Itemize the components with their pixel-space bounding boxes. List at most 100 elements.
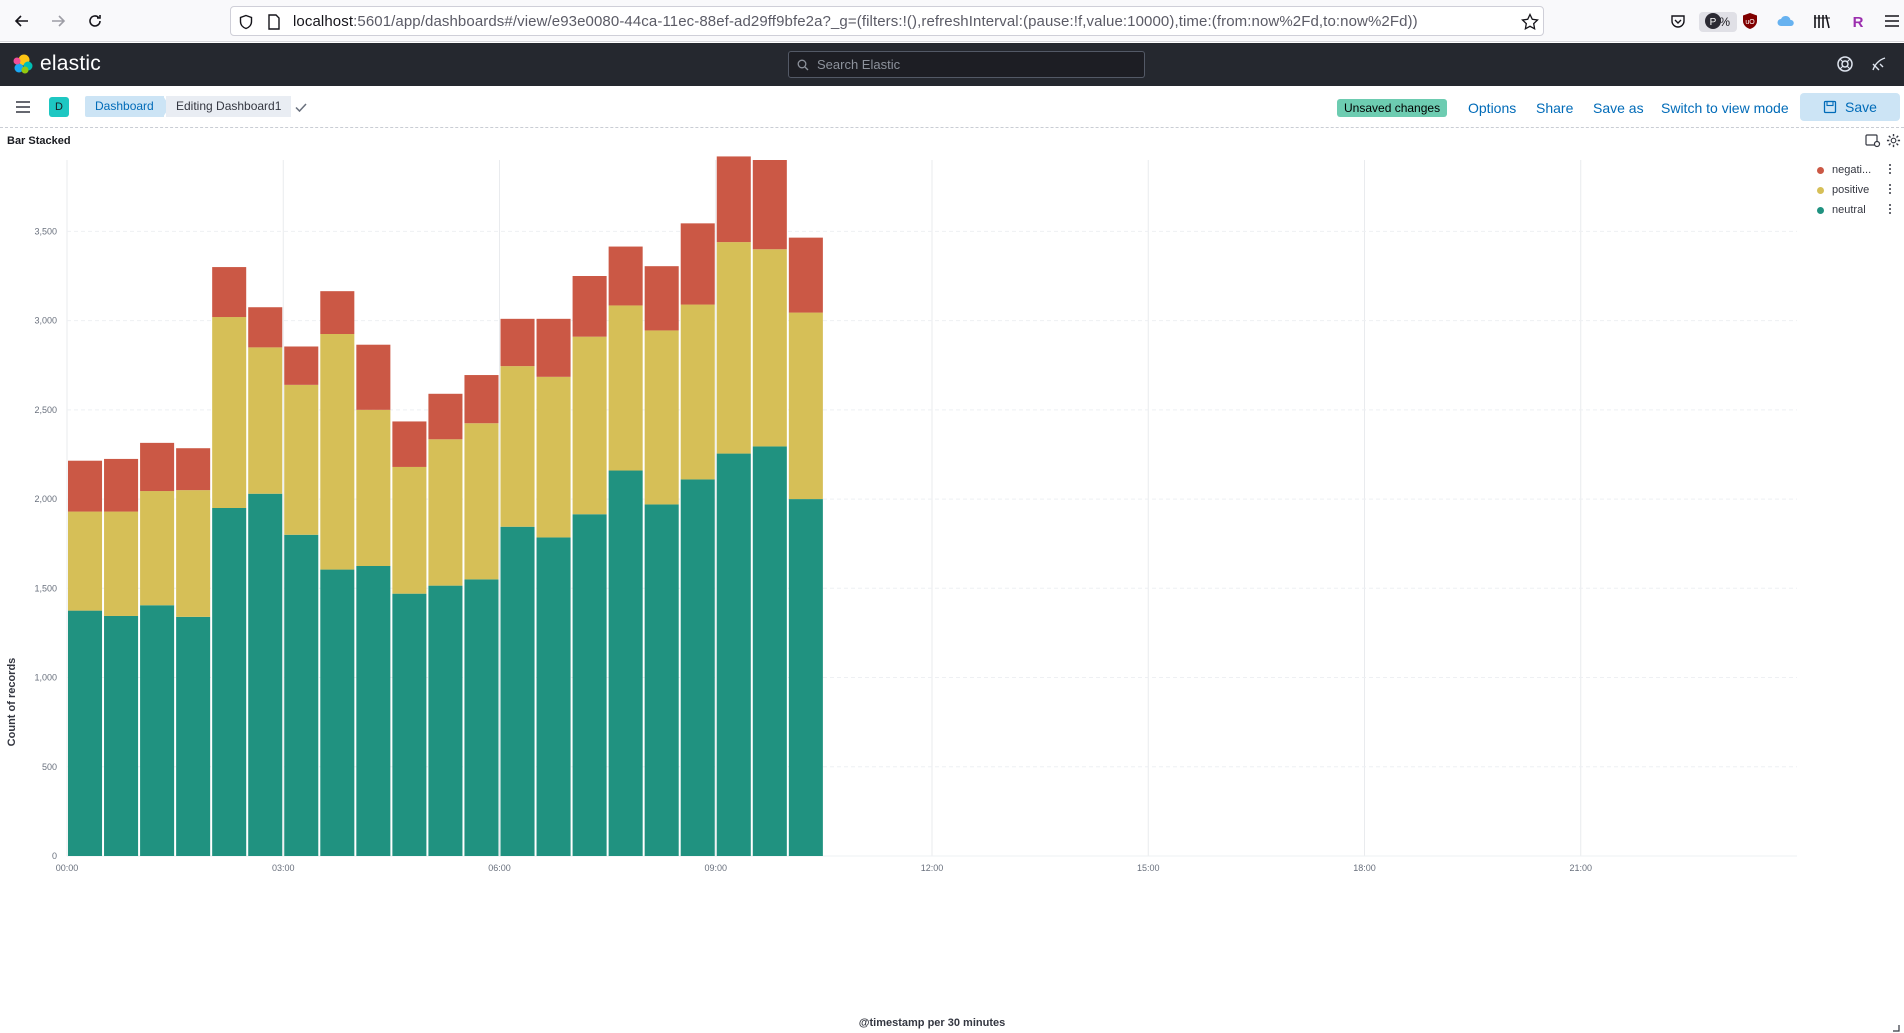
bar-segment-negative[interactable] xyxy=(716,156,751,243)
elastic-logo[interactable]: elastic xyxy=(12,52,101,76)
share-button[interactable]: Share xyxy=(1536,100,1574,116)
bar-segment-neutral[interactable] xyxy=(212,508,247,856)
resize-handle-icon[interactable] xyxy=(1890,1022,1900,1032)
bar-segment-negative[interactable] xyxy=(608,246,643,306)
cloud-icon[interactable] xyxy=(1776,11,1796,31)
forward-icon[interactable] xyxy=(46,9,70,33)
pocket-icon[interactable] xyxy=(1668,11,1688,31)
legend-item-negative[interactable]: negati... xyxy=(1812,160,1900,180)
bar-segment-positive[interactable] xyxy=(104,511,139,616)
bar-segment-positive[interactable] xyxy=(788,312,823,500)
shield-icon[interactable] xyxy=(238,14,254,35)
bar-segment-positive[interactable] xyxy=(572,336,607,515)
profile-extension-icon[interactable]: P xyxy=(1703,11,1723,31)
bar-segment-negative[interactable] xyxy=(176,448,211,491)
bar-segment-negative[interactable] xyxy=(392,421,427,467)
bar-segment-negative[interactable] xyxy=(284,346,319,385)
bar-segment-negative[interactable] xyxy=(572,276,607,337)
bar-segment-negative[interactable] xyxy=(248,307,283,348)
bar-segment-negative[interactable] xyxy=(680,223,715,305)
bar-segment-negative[interactable] xyxy=(644,266,679,331)
bar-segment-neutral[interactable] xyxy=(176,616,211,856)
bar-segment-positive[interactable] xyxy=(212,317,247,508)
menu-icon[interactable] xyxy=(1882,11,1902,31)
legend-more-icon[interactable] xyxy=(1888,204,1892,216)
r-extension-icon[interactable]: R xyxy=(1848,11,1868,31)
bar-segment-positive[interactable] xyxy=(320,334,355,570)
space-avatar[interactable]: D xyxy=(49,97,69,117)
bar-segment-positive[interactable] xyxy=(284,384,319,535)
bar-segment-neutral[interactable] xyxy=(572,514,607,856)
reload-icon[interactable] xyxy=(83,9,107,33)
bar-segment-neutral[interactable] xyxy=(644,504,679,856)
save-as-button[interactable]: Save as xyxy=(1593,100,1644,116)
legend-item-neutral[interactable]: neutral xyxy=(1812,200,1900,220)
bar-segment-neutral[interactable] xyxy=(680,479,715,856)
bar-stacked-chart[interactable]: 0 500 1,000 1,500 2,000 2,500 3,000 3,500 00:00… xyxy=(0,128,1904,1033)
ublock-icon[interactable]: uO xyxy=(1740,11,1760,31)
bar-segment-positive[interactable] xyxy=(464,423,499,580)
bar-segment-neutral[interactable] xyxy=(464,579,499,856)
legend-item-positive[interactable]: positive xyxy=(1812,180,1900,200)
library-icon[interactable] xyxy=(1812,11,1832,31)
bar-segment-negative[interactable] xyxy=(68,460,103,512)
page-icon[interactable] xyxy=(267,14,281,35)
panel-inspect-icon[interactable] xyxy=(1865,134,1881,153)
search-input[interactable] xyxy=(817,52,1137,77)
bar-segment-neutral[interactable] xyxy=(536,537,571,856)
legend-more-icon[interactable] xyxy=(1888,184,1892,196)
bar-segment-positive[interactable] xyxy=(752,249,787,447)
legend-more-icon[interactable] xyxy=(1888,164,1892,176)
switch-to-view-mode-button[interactable]: Switch to view mode xyxy=(1661,100,1789,116)
newsfeed-icon[interactable] xyxy=(1870,55,1888,78)
bar-segment-negative[interactable] xyxy=(752,160,787,250)
panel-options-gear-icon[interactable] xyxy=(1886,133,1901,153)
bar-segment-negative[interactable] xyxy=(428,393,463,440)
bar-segment-negative[interactable] xyxy=(464,375,499,424)
bar-segment-neutral[interactable] xyxy=(716,453,751,856)
bar-segment-neutral[interactable] xyxy=(68,610,103,856)
bar-segment-negative[interactable] xyxy=(104,458,139,512)
bar-segment-positive[interactable] xyxy=(248,347,283,494)
bar-segment-positive[interactable] xyxy=(536,376,571,538)
back-icon[interactable] xyxy=(10,9,34,33)
bar-segment-positive[interactable] xyxy=(68,511,103,611)
bar-segment-positive[interactable] xyxy=(680,304,715,480)
bar-segment-negative[interactable] xyxy=(212,267,247,318)
help-icon[interactable] xyxy=(1836,55,1854,78)
breadcrumb-dashboard[interactable]: Dashboard xyxy=(85,96,164,117)
bar-segment-positive[interactable] xyxy=(716,242,751,454)
bar-segment-neutral[interactable] xyxy=(608,470,643,856)
bar-segment-neutral[interactable] xyxy=(428,585,463,856)
bar-segment-positive[interactable] xyxy=(608,305,643,471)
bar-segment-neutral[interactable] xyxy=(140,605,175,856)
bar-segment-negative[interactable] xyxy=(320,291,355,334)
bar-segment-neutral[interactable] xyxy=(248,493,283,856)
hamburger-menu-icon[interactable] xyxy=(14,99,32,120)
bar-segment-positive[interactable] xyxy=(176,490,211,617)
check-icon[interactable] xyxy=(294,100,308,119)
bar-segment-positive[interactable] xyxy=(140,491,175,606)
bar-segment-neutral[interactable] xyxy=(752,446,787,856)
bar-segment-negative[interactable] xyxy=(140,442,175,492)
bar-segment-neutral[interactable] xyxy=(320,569,355,856)
bar-segment-positive[interactable] xyxy=(644,330,679,505)
bar-segment-positive[interactable] xyxy=(392,466,427,594)
bar-segment-positive[interactable] xyxy=(500,366,535,527)
bar-segment-negative[interactable] xyxy=(500,318,535,367)
bar-segment-neutral[interactable] xyxy=(500,526,535,856)
bar-segment-negative[interactable] xyxy=(788,237,823,313)
bar-segment-neutral[interactable] xyxy=(392,593,427,856)
save-button[interactable]: Save xyxy=(1800,93,1900,121)
bar-segment-positive[interactable] xyxy=(428,439,463,586)
bar-segment-neutral[interactable] xyxy=(284,534,319,856)
bar-segment-negative[interactable] xyxy=(356,344,391,410)
bar-segment-negative[interactable] xyxy=(536,318,571,377)
address-bar[interactable]: localhost:5601/app/dashboards#/view/e93e… xyxy=(230,6,1738,36)
bar-segment-neutral[interactable] xyxy=(788,499,823,856)
bar-segment-neutral[interactable] xyxy=(356,566,391,856)
bar-segment-neutral[interactable] xyxy=(104,615,139,856)
global-search[interactable] xyxy=(788,51,1145,78)
star-icon[interactable] xyxy=(1521,12,1539,36)
bar-segment-positive[interactable] xyxy=(356,409,391,566)
